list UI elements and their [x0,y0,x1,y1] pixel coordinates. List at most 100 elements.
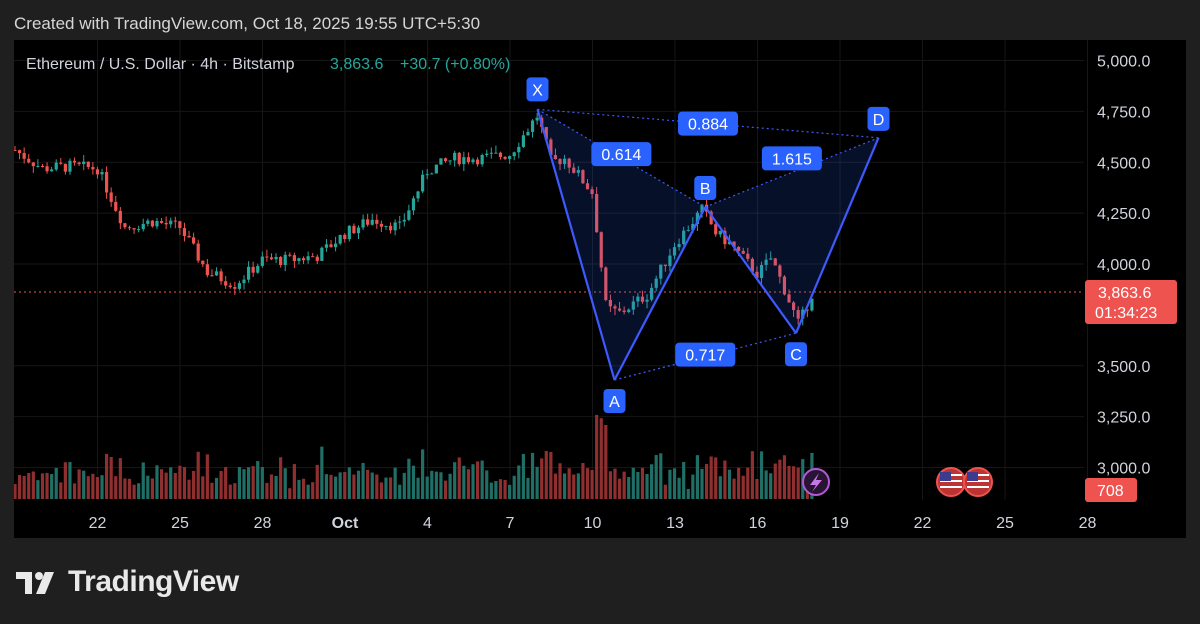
volume-bar [402,472,406,499]
ratio-label[interactable]: 0.717 [675,342,736,367]
volume-bar [595,414,599,499]
candle-body [95,169,100,175]
volume-bar [100,475,104,499]
candle-body [196,243,200,261]
us-flag-icon[interactable] [936,467,966,497]
flash-event-icon[interactable] [802,468,830,496]
xab-triangle [537,109,706,380]
watermark-text: Created with TradingView.com, Oct 18, 20… [14,14,481,33]
volume-bar [91,473,95,499]
volume-bar [301,478,306,499]
volume-bar [650,464,654,499]
tradingview-logo-icon [16,572,54,594]
volume-bar [82,470,86,499]
candle-body [796,310,800,319]
volume-bar [159,469,164,499]
volume-bar [40,473,45,499]
price-chart[interactable]: X A B C D 0.614 0.884 1.615 0.717 Ethereum / U.… [14,40,1186,538]
ratio-label[interactable]: 1.615 [761,146,822,171]
candle-body [604,267,608,301]
symbol-title: Ethereum / U.S. Dollar · 4h · Bitstamp [26,56,295,73]
time-axis: 22 25 28 Oct 4 7 10 13 16 19 22 25 28 [89,515,1097,532]
candle-body [755,271,759,278]
candle-body [553,155,558,160]
volume-bar [416,477,420,499]
candle-body [672,247,677,256]
volume-bar [338,472,342,499]
candle-body [595,193,599,233]
candle-body [631,301,635,310]
volume-bar [631,467,635,499]
pattern-point-x[interactable]: X [526,77,549,102]
volume-bar [572,474,576,499]
us-flag-icon[interactable] [963,467,993,497]
candle-body [787,294,791,303]
ratio-guide [614,332,797,381]
x-tick-label: 22 [914,515,932,532]
candle-body [810,298,814,311]
candle-body [338,234,342,244]
volume-bar [466,469,471,499]
volume-bar [315,464,319,499]
y-tick-label: 4,000.0 [1097,257,1150,274]
volume-bar [173,473,177,499]
pattern-point-c[interactable]: C [785,342,807,367]
pattern-point-a[interactable]: A [603,388,626,413]
candle-body [636,296,640,302]
pattern-point-d[interactable]: D [867,106,890,131]
candle-body [320,247,324,261]
volume-bar [563,473,567,499]
volume-bar [246,467,251,499]
volume-bar [407,458,411,499]
chart-area[interactable]: X A B C D 0.614 0.884 1.615 0.717 Ethereum / U.… [14,40,1186,538]
volume-bar [704,463,709,499]
volume-bar [356,470,361,499]
y-tick-label: 4,250.0 [1097,206,1150,223]
volume-bar [347,467,351,499]
candle-body [654,278,658,288]
candle-body [45,166,49,172]
volume-bar [334,476,338,499]
svg-text:0.614: 0.614 [601,147,641,164]
candle-body [63,163,67,172]
volume-bar [659,453,663,499]
pattern-point-b[interactable]: B [694,176,717,201]
volume-bar [750,451,754,499]
volume-bar [613,468,617,499]
candle-body [613,306,617,309]
ratio-label[interactable]: 0.884 [678,111,738,136]
volume-bar [663,484,667,499]
countdown-timer: 01:34:23 [1095,305,1157,322]
symbol-price: 3,863.6 [330,56,383,73]
y-tick-label: 4,750.0 [1097,104,1150,121]
volume-bar [526,477,530,499]
volume-bar [700,468,704,499]
ratio-guide [705,137,879,208]
candle-body [91,167,95,170]
volume-bar [123,478,127,499]
volume-bar [503,479,507,499]
candle-body [485,153,489,156]
candle-body [425,174,429,176]
volume-bar [384,477,388,499]
x-tick-label: 25 [171,515,189,532]
x-tick-label: 10 [584,515,602,532]
ratio-label[interactable]: 0.614 [591,142,652,167]
candle-body [695,212,700,224]
volume-bar [457,457,461,499]
y-tick-label: 4,500.0 [1097,155,1150,172]
volume-bar [283,468,287,499]
candle-body [68,160,72,172]
candle-body [246,266,251,280]
volume-bar [155,465,159,499]
svg-text:X: X [532,82,543,99]
volume-bar [228,484,232,499]
volume-bar [164,472,168,499]
candle-body [77,162,81,165]
volume-bar [105,453,109,499]
x-tick-label: 28 [1079,515,1097,532]
candle-body [219,271,223,282]
volume-bar [274,475,278,499]
candle-body [86,161,90,168]
svg-text:0.717: 0.717 [685,348,725,365]
